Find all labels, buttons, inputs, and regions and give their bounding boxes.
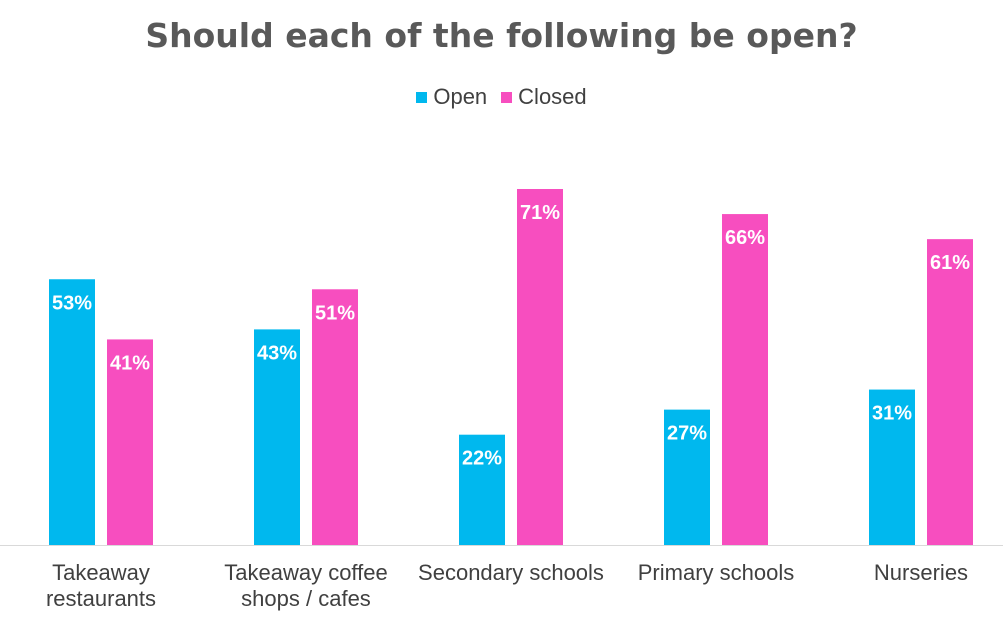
legend-swatch-closed xyxy=(501,91,513,103)
legend-swatch-open xyxy=(416,91,428,103)
bar-closed-0 xyxy=(107,339,153,545)
bar-open-3 xyxy=(664,409,710,545)
data-label-closed-3: 66% xyxy=(725,227,765,249)
legend-item-open: Open xyxy=(416,84,487,110)
category-label-4: Nurseries xyxy=(874,560,968,585)
data-label-open-2: 22% xyxy=(462,448,502,470)
data-label-open-0: 53% xyxy=(52,292,92,314)
data-label-open-4: 31% xyxy=(872,403,912,425)
bar-closed-3 xyxy=(722,214,768,545)
data-label-closed-2: 71% xyxy=(520,202,560,224)
bar-closed-4 xyxy=(927,239,973,545)
category-label-1: Takeaway coffee shops / cafes xyxy=(224,560,387,611)
category-label-2: Secondary schools xyxy=(418,560,604,585)
legend-item-closed: Closed xyxy=(501,84,587,110)
legend: Open Closed xyxy=(0,84,1003,110)
bar-open-4 xyxy=(869,389,915,545)
bar-open-2 xyxy=(459,434,505,545)
bar-open-1 xyxy=(254,329,300,545)
data-label-closed-0: 41% xyxy=(110,352,150,374)
data-label-open-1: 43% xyxy=(257,342,297,364)
chart-title: Should each of the following be open? xyxy=(145,16,858,55)
data-label-closed-4: 61% xyxy=(930,252,970,274)
data-label-open-3: 27% xyxy=(667,423,707,445)
category-label-0: Takeaway restaurants xyxy=(46,560,156,611)
category-label-3: Primary schools xyxy=(638,560,794,585)
data-label-closed-1: 51% xyxy=(315,302,355,324)
bar-closed-1 xyxy=(312,289,358,545)
legend-label-closed: Closed xyxy=(518,84,587,109)
bar-closed-2 xyxy=(517,189,563,545)
legend-label-open: Open xyxy=(433,84,488,109)
bar-open-0 xyxy=(49,279,95,545)
